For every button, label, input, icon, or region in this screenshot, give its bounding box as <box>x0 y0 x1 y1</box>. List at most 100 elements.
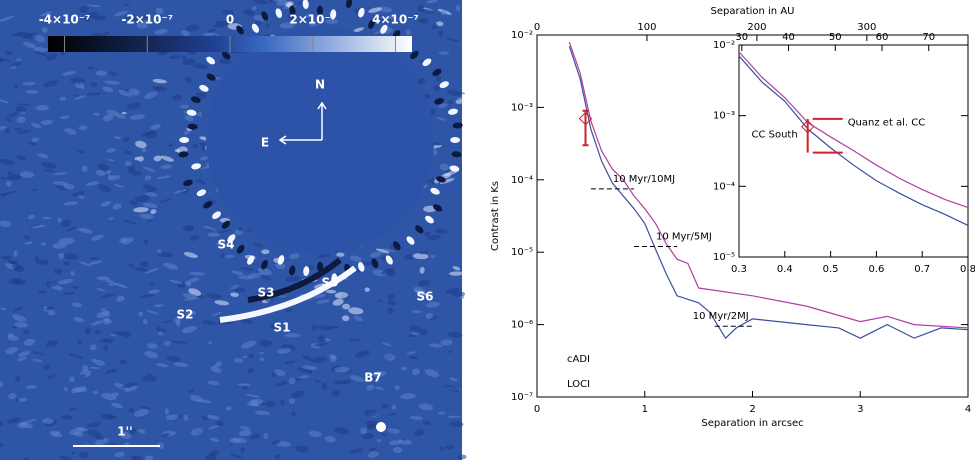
speckle <box>15 375 21 382</box>
speckle <box>240 446 245 454</box>
speckle <box>103 345 109 352</box>
speckle <box>172 94 182 101</box>
speckle <box>451 291 466 297</box>
x2-tick-label: 40 <box>782 32 795 43</box>
speckle <box>40 119 53 126</box>
speckle <box>141 147 147 153</box>
speckle <box>42 418 54 424</box>
speckle <box>173 189 188 194</box>
speckle <box>436 116 447 121</box>
speckle <box>40 242 46 246</box>
speckle <box>424 231 431 237</box>
speckle <box>9 62 22 68</box>
speckle <box>136 22 148 29</box>
speckle <box>195 92 208 96</box>
x-tick-label: 4 <box>965 404 971 415</box>
ring-blob <box>452 122 463 129</box>
speckle <box>231 270 244 276</box>
speckle <box>207 232 220 237</box>
speckle <box>289 398 296 404</box>
speckle <box>69 407 77 411</box>
speckle <box>11 325 18 329</box>
speckle <box>411 310 422 314</box>
speckle <box>447 350 453 353</box>
speckle <box>47 374 56 379</box>
ring-blob <box>357 262 365 272</box>
ring-blob <box>187 123 198 130</box>
speckle <box>127 165 136 170</box>
legend-entry: LOCI <box>567 379 590 390</box>
speckle <box>375 386 384 391</box>
x-tick-label: 1 <box>642 404 648 415</box>
speckle <box>325 18 338 25</box>
speckle <box>66 226 77 231</box>
ring-blob <box>236 25 244 35</box>
speckle <box>107 283 118 286</box>
speckle <box>455 5 461 12</box>
speckle <box>138 311 144 317</box>
ring-blob <box>227 234 236 243</box>
speckle <box>22 330 30 335</box>
speckle <box>144 91 158 99</box>
point-label: Quanz et al. CC <box>848 118 926 129</box>
speckle <box>100 31 110 37</box>
speckle <box>153 304 165 308</box>
speckle <box>83 18 91 22</box>
image-label: S3 <box>258 286 275 300</box>
speckle <box>190 394 203 403</box>
speckle <box>63 261 71 266</box>
y-tick-label: 10⁻⁶ <box>511 320 533 331</box>
speckle <box>135 140 147 149</box>
speckle <box>127 263 134 268</box>
speckle <box>23 338 35 346</box>
speckle <box>16 103 31 107</box>
speckle <box>222 9 235 16</box>
speckle <box>112 203 122 210</box>
speckle <box>25 89 38 94</box>
speckle <box>173 362 189 367</box>
ring-blob <box>422 58 432 67</box>
colorbar-label: 4×10⁻⁷ <box>372 13 419 27</box>
speckle <box>332 298 344 306</box>
y-tick-label: 10⁻² <box>511 30 533 41</box>
speckle <box>418 18 429 24</box>
speckle <box>387 14 397 20</box>
speckle <box>189 271 205 276</box>
speckle <box>35 35 46 43</box>
ring-blob <box>275 8 283 19</box>
speckle <box>363 409 378 417</box>
speckle <box>307 370 313 374</box>
speckle <box>145 455 154 460</box>
speckle <box>245 394 261 398</box>
speckle <box>107 174 114 179</box>
speckle <box>218 58 232 64</box>
speckle <box>46 53 58 61</box>
ring-blob <box>450 137 461 143</box>
speckle <box>163 320 173 323</box>
speckle <box>187 225 194 230</box>
ring-blob <box>190 96 201 103</box>
speckle <box>78 227 93 234</box>
speckle <box>361 432 375 440</box>
speckle <box>276 0 288 6</box>
speckle <box>140 260 149 268</box>
ring-blob <box>206 73 216 81</box>
speckle <box>291 390 305 399</box>
speckle <box>0 381 4 388</box>
speckle <box>317 335 326 343</box>
speckle <box>220 253 225 258</box>
speckle <box>60 52 65 56</box>
speckle <box>12 314 27 322</box>
speckle <box>206 414 220 420</box>
speckle <box>100 293 117 298</box>
x2-axis-label: Separation in AU <box>710 6 794 17</box>
speckle <box>43 364 50 370</box>
speckle <box>440 339 453 346</box>
speckle <box>308 430 322 437</box>
x2-tick-label: 100 <box>637 22 656 33</box>
speckle <box>137 428 146 434</box>
speckle <box>123 137 130 142</box>
speckle <box>313 380 322 383</box>
speckle <box>247 368 255 374</box>
speckle <box>85 327 91 335</box>
